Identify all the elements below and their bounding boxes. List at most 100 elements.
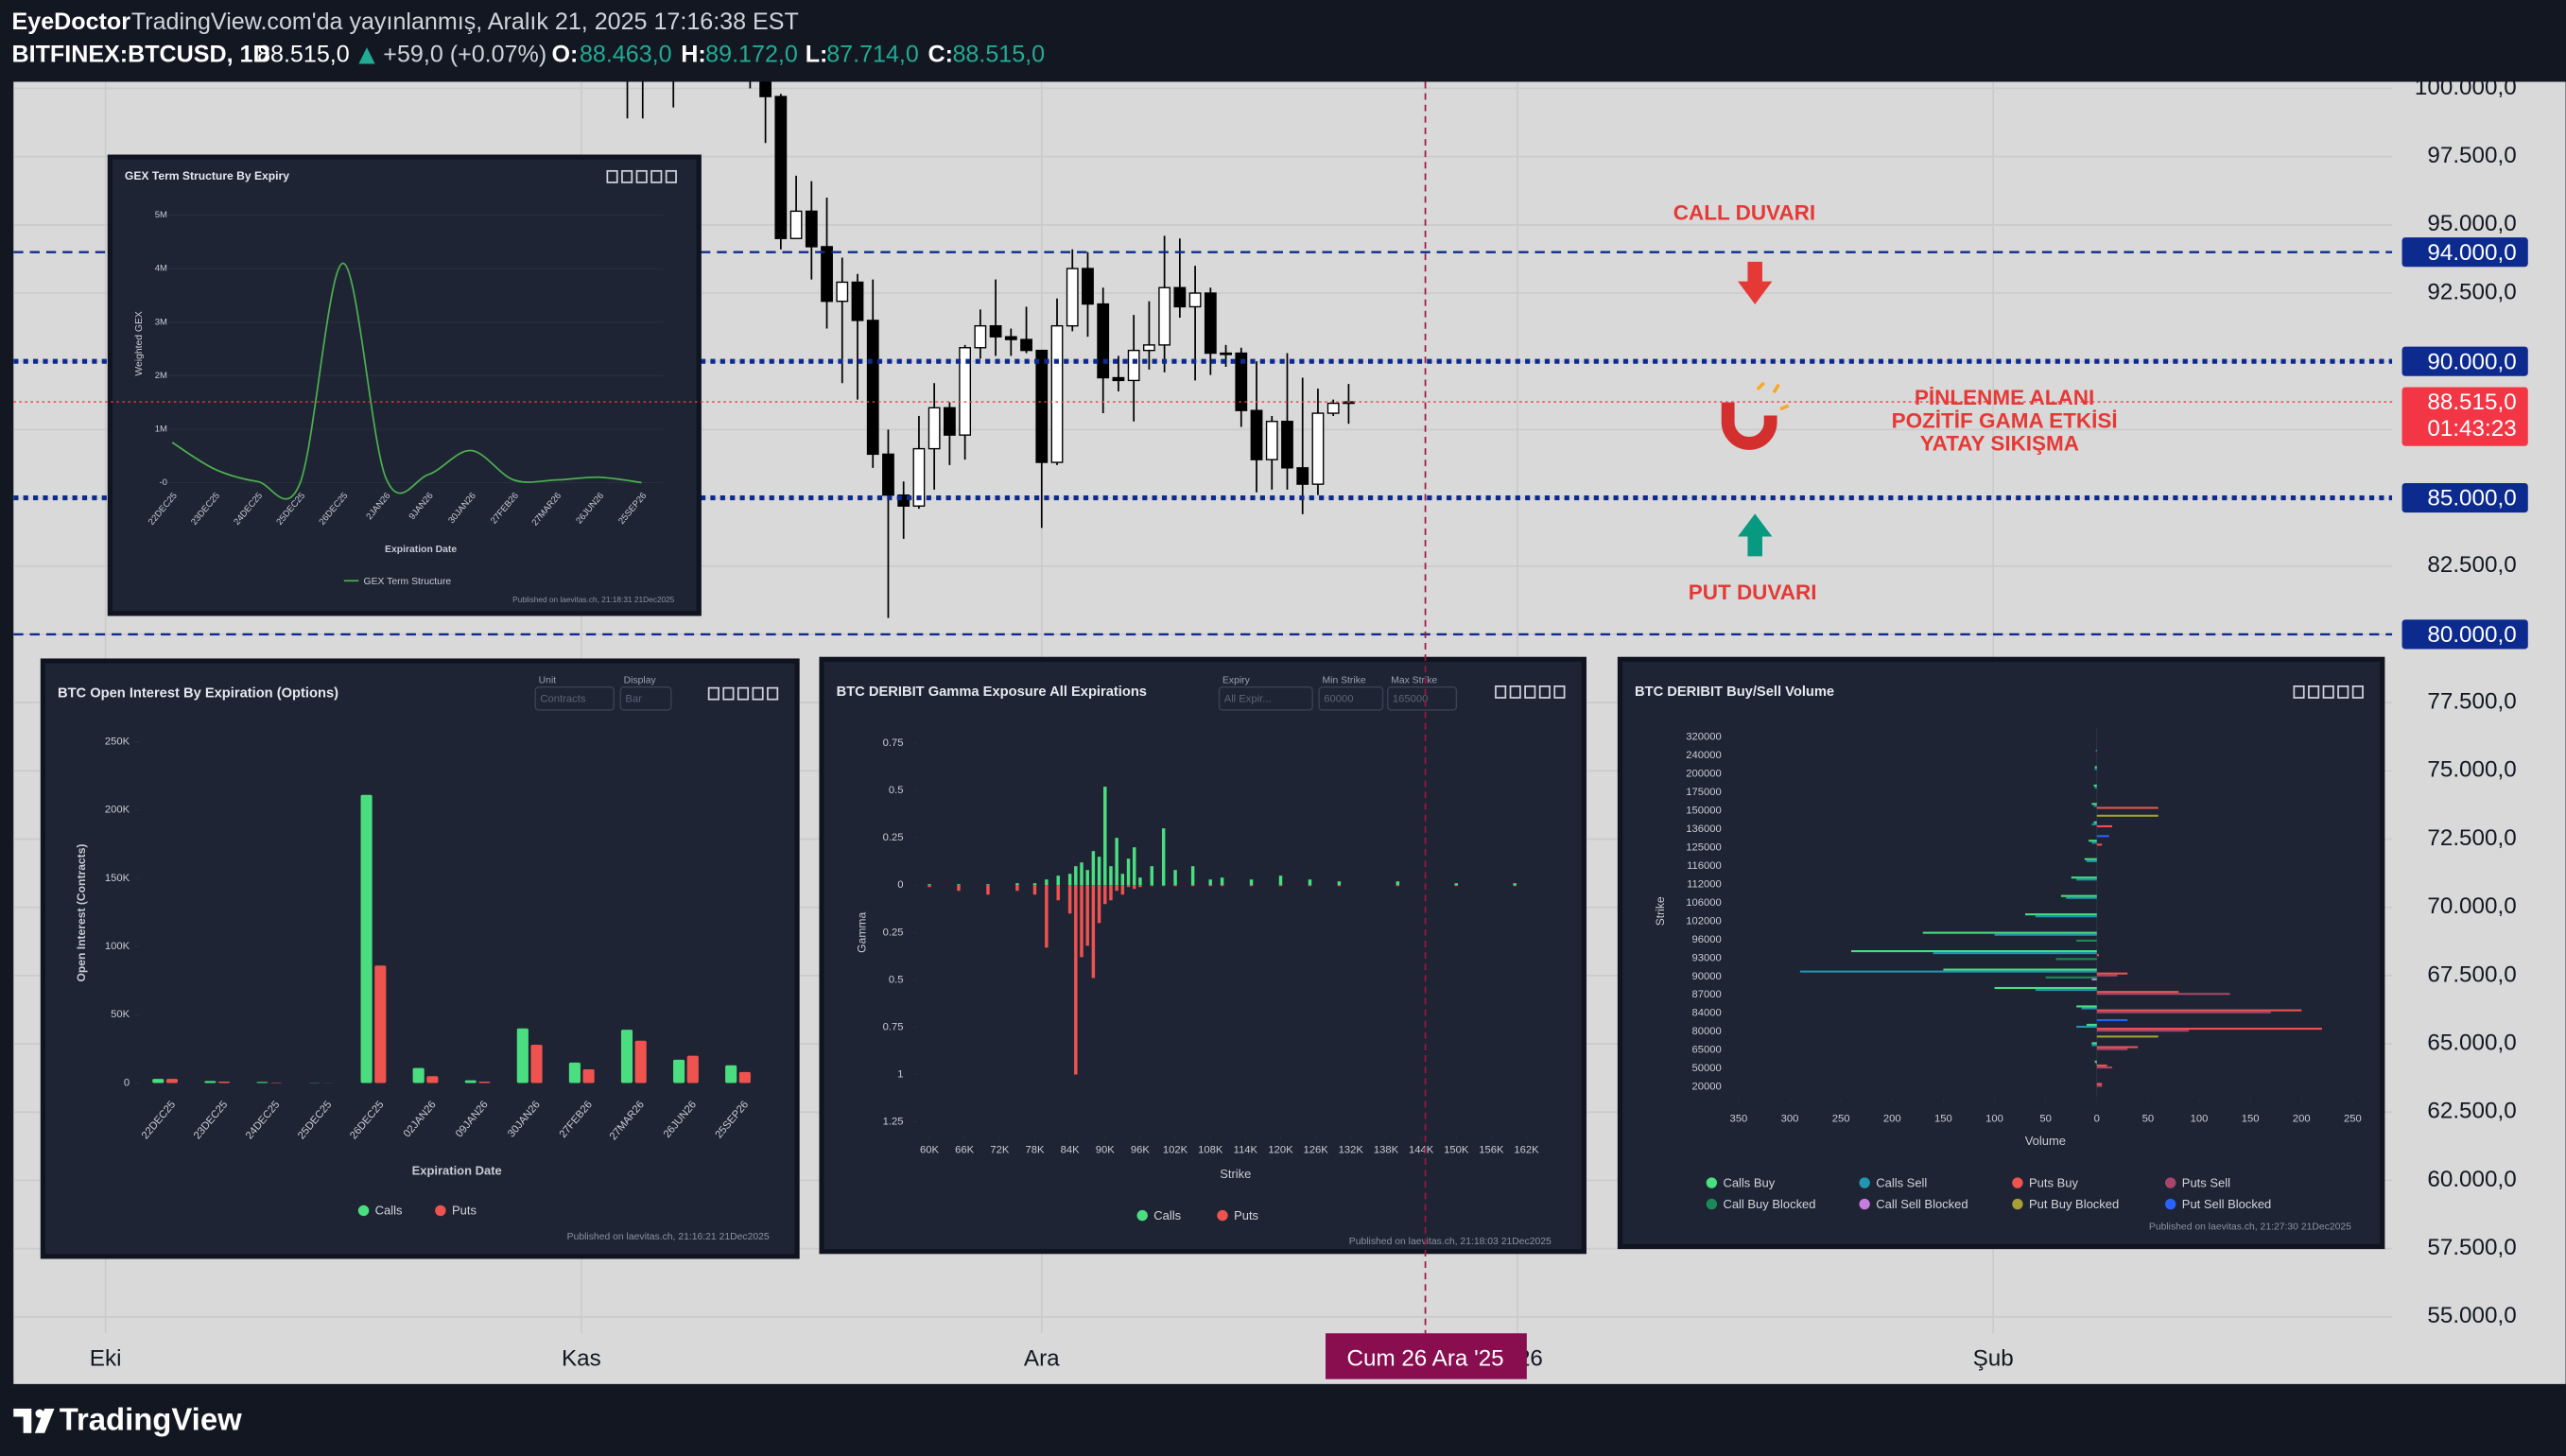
bar: [2096, 1035, 2159, 1038]
bar: [2096, 824, 2113, 827]
bar: [1994, 986, 2097, 990]
bar: [1208, 885, 1212, 887]
legend-swatch: [2164, 1177, 2176, 1188]
x-tick-label: 108K: [1198, 1144, 1223, 1155]
author: EyeDoctor: [12, 9, 131, 35]
candle-body: [1158, 286, 1171, 346]
toolbar-icon: [665, 169, 677, 183]
candle-body: [821, 246, 833, 303]
toolbar-icon: [2322, 685, 2334, 699]
annotation: CALL DUVARI: [1673, 201, 1815, 225]
candle-body: [1311, 412, 1325, 485]
x-tick-label: 102K: [1163, 1144, 1188, 1155]
y-tick-label: 60.000,0: [2427, 1167, 2516, 1192]
ohlc-key: C:: [928, 41, 953, 67]
arrow-up: [1738, 513, 1773, 557]
ohlc-key: L:: [806, 41, 828, 67]
bar: [1799, 970, 2097, 973]
y-axis-label: Open Interest (Contracts): [75, 844, 88, 982]
candle-body: [836, 281, 849, 303]
y-tick-label: 175000: [1686, 787, 1722, 798]
bar: [725, 1065, 737, 1083]
bar: [1056, 875, 1060, 886]
bar: [2093, 821, 2097, 823]
legend-swatch: [1859, 1177, 1870, 1188]
bar: [1513, 883, 1517, 886]
bar: [2096, 814, 2159, 817]
overlay: 100.000,0 97.500,0 95.000,0 92.500,0 90.000,…: [13, 75, 2528, 1379]
bar: [1109, 866, 1113, 886]
x-tick-label: 100: [1985, 1114, 2003, 1125]
x-tick-label: 144K: [1409, 1144, 1434, 1155]
control-value: Bar: [625, 694, 642, 705]
y-tick-label: 200000: [1686, 769, 1722, 780]
level-tag: [2401, 346, 2528, 376]
x-tick-label: 200: [1883, 1114, 1901, 1125]
x-tick-label: 100: [2191, 1114, 2209, 1125]
bar: [2084, 858, 2097, 860]
toolbar-icon: [2293, 685, 2305, 699]
bar: [2094, 766, 2097, 769]
x-tick-label: 50: [2142, 1114, 2155, 1125]
bar: [1120, 885, 1125, 895]
widget-frame: [107, 154, 702, 616]
candle-body: [974, 324, 987, 349]
control-value: All Expir...: [1224, 694, 1272, 705]
x-tick-label: 0: [2094, 1114, 2100, 1125]
bar: [1085, 885, 1089, 946]
toolbar-icon: [752, 686, 764, 701]
candle-body: [759, 81, 772, 97]
bar: [1150, 885, 1154, 887]
annotation: PİNLENME ALANI: [1915, 386, 2094, 409]
bar: [1126, 885, 1131, 888]
legend-label: Calls: [375, 1204, 403, 1218]
toolbar-icon: [621, 169, 633, 183]
bar: [2094, 786, 2097, 789]
bar: [1015, 883, 1019, 886]
ohlc-value: 89.172,0: [705, 41, 798, 67]
legend-swatch: [357, 1205, 370, 1217]
y-tick-label: 20000: [1691, 1082, 1721, 1093]
annotations: CALL DUVARI PİNLENME ALANI POZİTİF GAMA …: [1673, 201, 2118, 604]
x-tick-label: 138K: [1374, 1144, 1399, 1155]
level-tag: [2401, 483, 2528, 513]
candle-body: [882, 453, 894, 496]
candle-body: [1050, 324, 1064, 463]
candle-body: [928, 407, 941, 450]
legend-label: Puts: [452, 1204, 477, 1218]
y-tick-label: 0: [124, 1077, 130, 1088]
ohlc-key: H:: [681, 41, 705, 67]
bar: [1056, 885, 1060, 901]
logo-dot: [35, 1409, 44, 1418]
y-tick-label: 96000: [1691, 934, 1721, 945]
bar: [1032, 885, 1037, 895]
bar: [2096, 991, 2179, 994]
candle-body: [1097, 303, 1110, 379]
bar: [2096, 835, 2109, 838]
x-tick-label: 150: [1934, 1114, 1952, 1125]
bar: [1032, 883, 1037, 886]
bar: [2076, 939, 2097, 942]
bar: [2094, 1060, 2097, 1063]
candle-body: [989, 324, 1002, 338]
bar: [2093, 784, 2097, 787]
candle-body: [1188, 292, 1202, 308]
legend-label: Calls: [1153, 1208, 1181, 1222]
y-tick-label: 84000: [1691, 1008, 1721, 1019]
bar: [1103, 885, 1107, 905]
level-tag-label: 94.000,0: [2427, 240, 2516, 266]
y-tick-label: 112000: [1687, 878, 1722, 890]
bar: [2076, 878, 2097, 881]
x-tick-label: 114K: [1234, 1144, 1258, 1155]
y-tick-label: 97.500,0: [2427, 143, 2516, 168]
bar: [1045, 879, 1049, 886]
y-tick-label: 0: [897, 879, 903, 891]
bar: [2096, 1028, 2322, 1031]
y-tick-label: 0.5: [889, 974, 904, 985]
candle-body: [1250, 409, 1263, 460]
x-tick-label: 162K: [1514, 1144, 1539, 1155]
candle-body: [1004, 336, 1017, 340]
candle-body: [1173, 286, 1187, 308]
bar: [1080, 885, 1084, 958]
